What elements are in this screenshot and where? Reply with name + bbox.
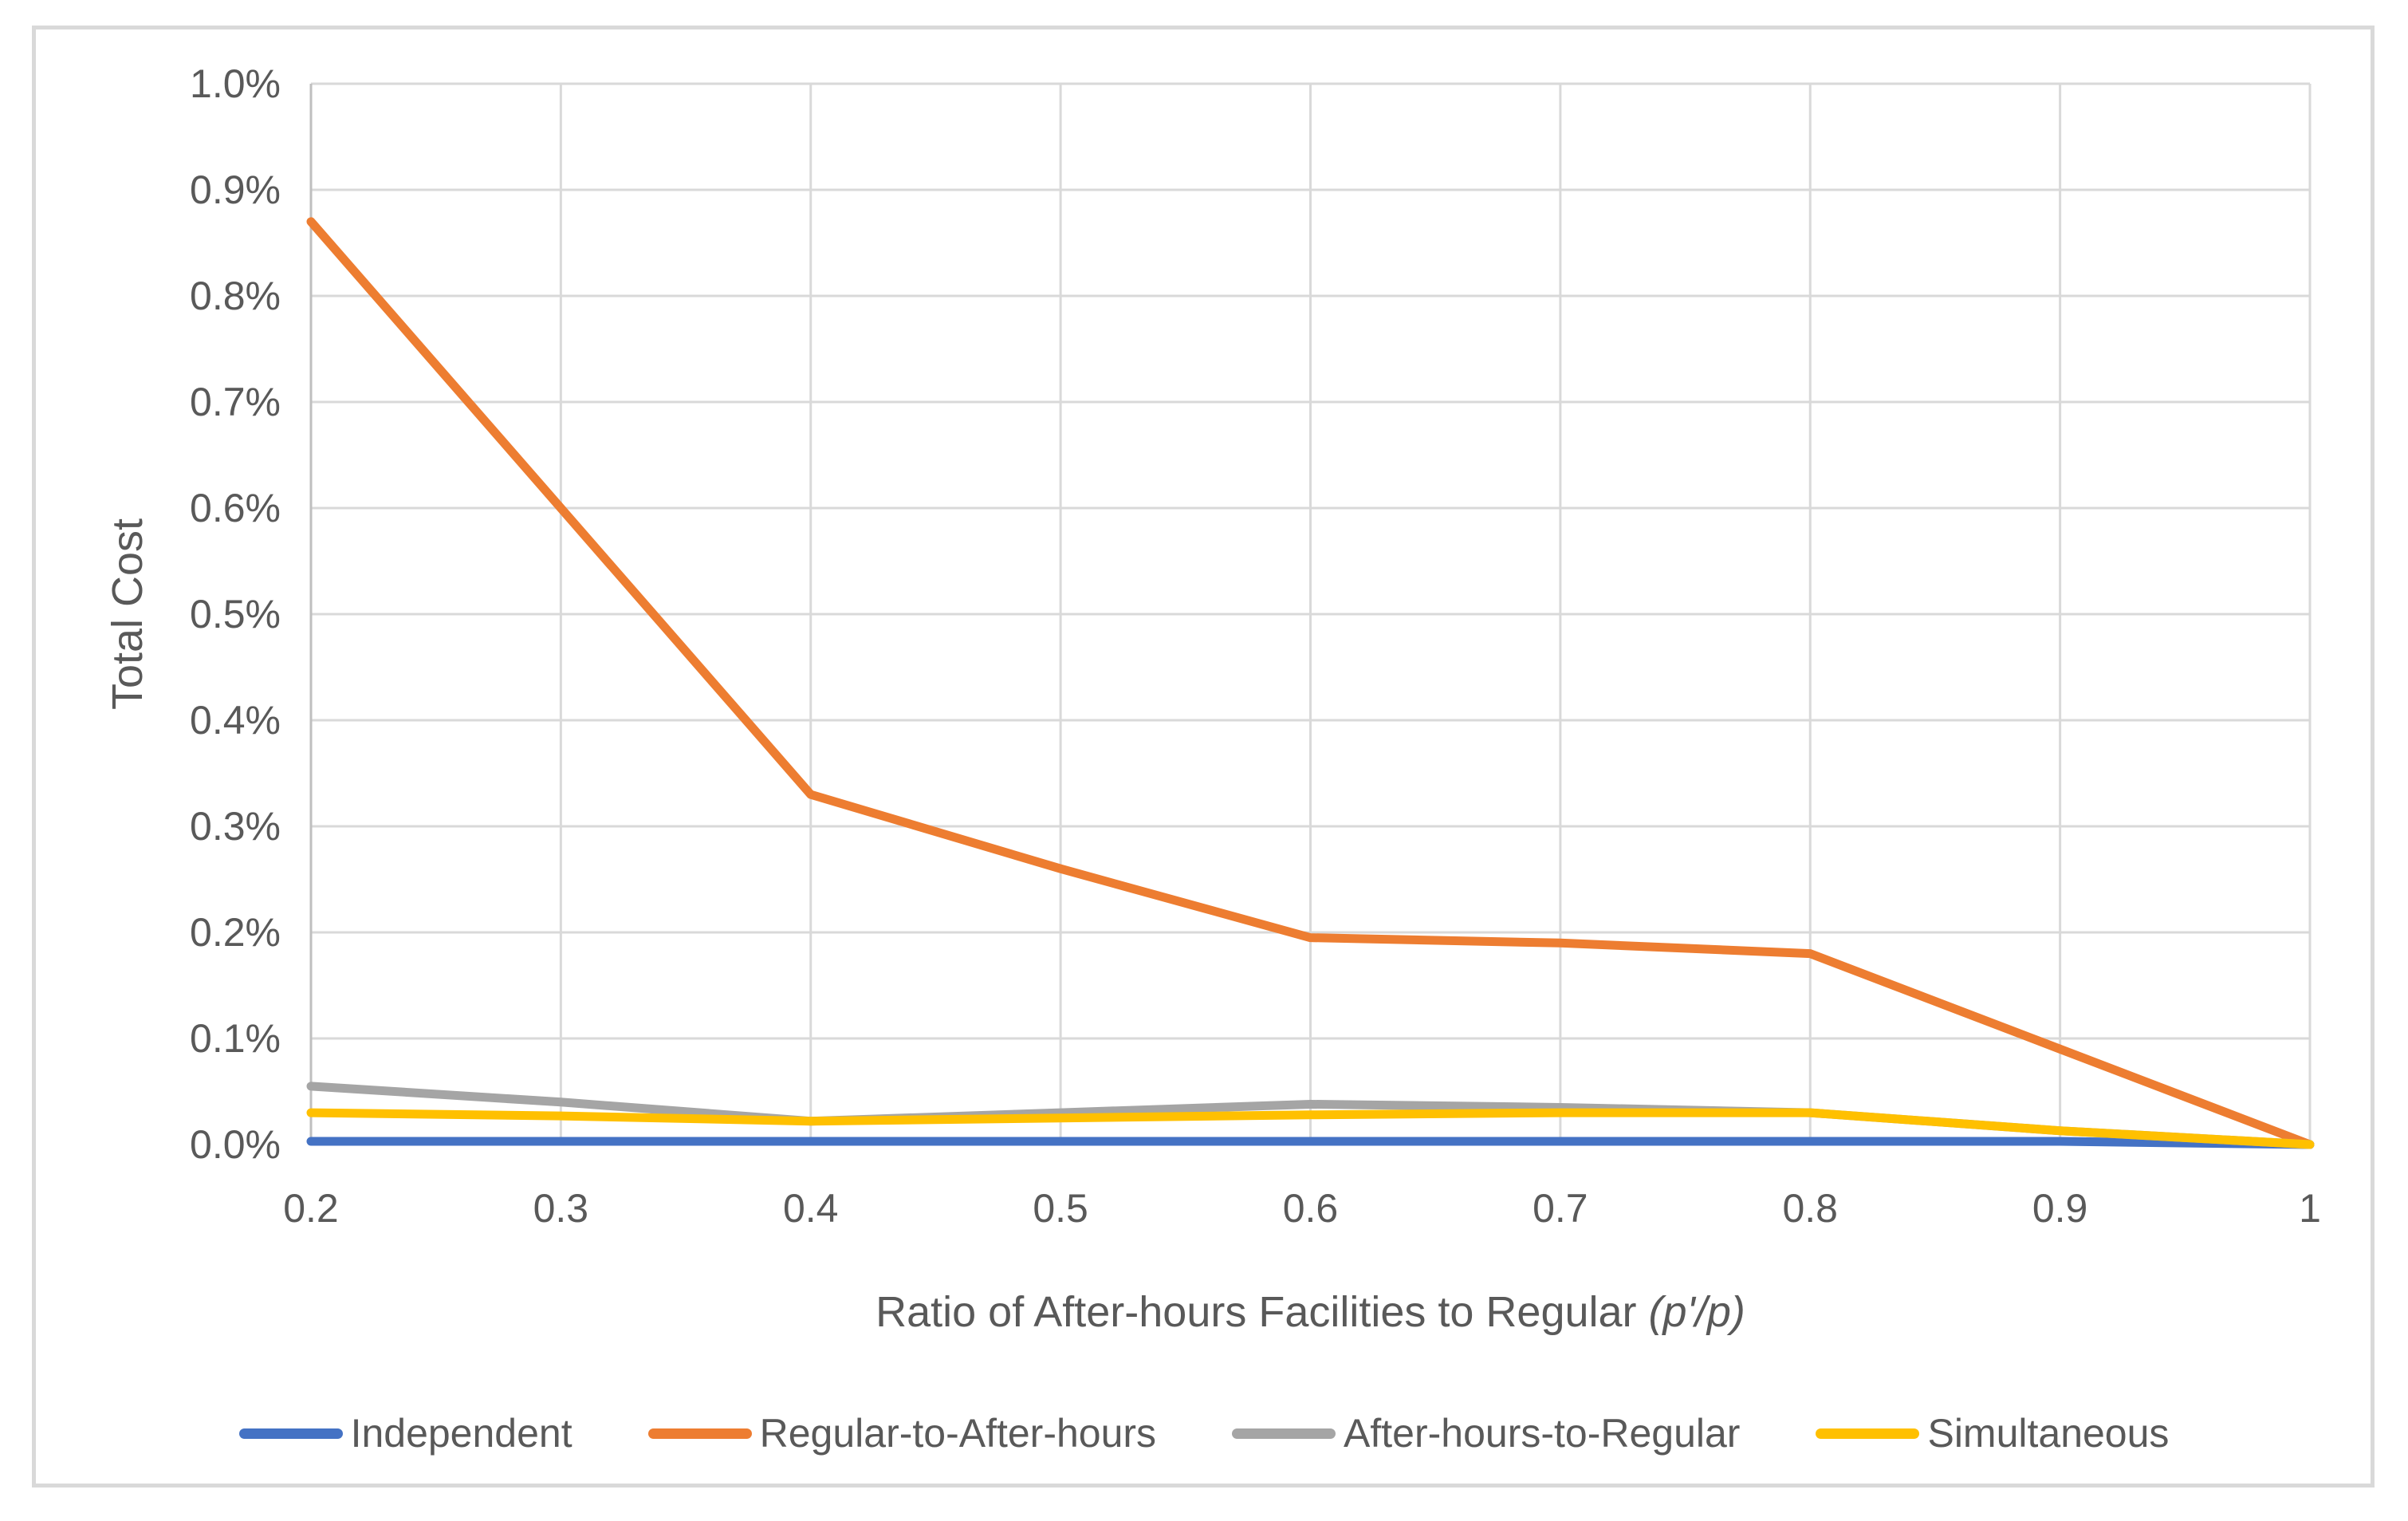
x-axis-title-math: (p'/p)	[1648, 1288, 1745, 1336]
x-tick-label: 0.7	[1533, 1186, 1588, 1231]
x-tick-label: 0.9	[2032, 1186, 2088, 1231]
y-tick-label: 0.5%	[190, 592, 281, 636]
x-tick-label: 0.3	[533, 1186, 589, 1231]
legend-item-independent: Independent	[238, 1411, 572, 1456]
y-tick-label: 0.2%	[190, 910, 281, 955]
legend-swatch	[1816, 1428, 1920, 1439]
x-tick-label: 1	[2299, 1186, 2321, 1231]
legend-label: Simultaneous	[1927, 1411, 2170, 1456]
legend-item-simultaneous: Simultaneous	[1816, 1413, 2169, 1453]
x-tick-label: 0.6	[1282, 1186, 1339, 1231]
y-tick-label: 0.4%	[190, 698, 281, 743]
y-tick-label: 0.6%	[190, 486, 281, 530]
y-tick-label: 0.1%	[190, 1016, 281, 1061]
y-tick-label: 0.0%	[190, 1122, 281, 1167]
series-line-regular-to-after-hours	[306, 217, 2315, 1149]
x-tick-label: 0.8	[1782, 1186, 1838, 1231]
series-line-independent	[306, 1137, 2315, 1149]
x-tick-label: 0.2	[283, 1186, 339, 1231]
x-tick-label: 0.5	[1033, 1186, 1088, 1231]
y-tick-label: 0.7%	[190, 380, 281, 424]
y-axis-title: Total Cost	[104, 518, 151, 711]
legend-swatch	[1232, 1428, 1336, 1439]
series-line-simultaneous	[306, 1108, 2315, 1149]
x-axis-title-text: Ratio of After-hours Facilities to Regul…	[875, 1288, 1649, 1336]
legend-swatch	[238, 1428, 343, 1439]
legend-swatch	[647, 1428, 752, 1439]
legend-label: After-hours-to-Regular	[1344, 1411, 1741, 1456]
y-tick-label: 1.0%	[190, 61, 281, 106]
y-tick-label: 0.9%	[190, 167, 281, 212]
legend-label: Independent	[350, 1411, 572, 1456]
legend-item-after-hours-to-regular: After-hours-to-Regular	[1232, 1413, 1740, 1453]
y-tick-label: 0.3%	[190, 804, 281, 849]
legend: Independent Regular-to-After-hours After-h…	[32, 1413, 2376, 1453]
y-tick-label: 0.8%	[190, 274, 281, 318]
x-tick-label: 0.4	[782, 1186, 839, 1231]
legend-item-regular-to-after-hours: Regular-to-After-hours	[647, 1411, 1157, 1456]
legend-label: Regular-to-After-hours	[759, 1411, 1157, 1456]
x-axis-title: Ratio of After-hours Facilities to Regul…	[875, 1290, 1745, 1334]
